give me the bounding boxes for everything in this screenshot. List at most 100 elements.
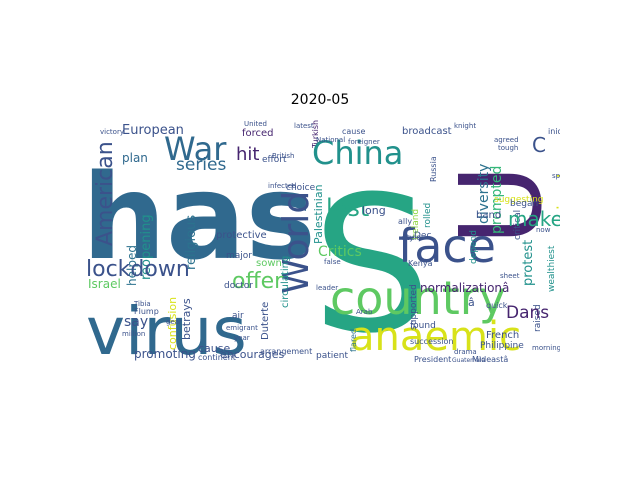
word-prompted: prompted — [489, 166, 505, 234]
word-reopening: reopening — [139, 214, 154, 280]
word-succession: succession — [410, 337, 453, 346]
word-ireland: Ireland — [411, 209, 421, 240]
word-flared: flared — [349, 329, 358, 352]
word-sown: sown — [256, 258, 282, 269]
word-british: British — [272, 152, 294, 160]
word-european: European — [122, 123, 184, 138]
word-dans: Dans — [506, 303, 549, 323]
word-duterte: Duterte — [260, 302, 271, 340]
word-offer: offer — [232, 269, 284, 294]
word-confusion: confusion — [166, 297, 179, 350]
word-helped: helped — [125, 245, 139, 286]
word-protest: protest — [521, 240, 536, 286]
word-russia: Russia — [429, 156, 438, 182]
word-ally: ally — [398, 217, 412, 226]
word-arrangement: arrangement — [260, 347, 312, 356]
word-effort: effort — [262, 155, 287, 165]
word-tibia: Tibia — [133, 300, 151, 308]
word-band: band — [476, 210, 501, 221]
word-french: French — [486, 330, 519, 341]
word-philippine: Philippine — [480, 341, 524, 351]
word-style: style — [402, 233, 421, 242]
word-flump: Flump — [134, 307, 159, 316]
word-series: series — [176, 155, 226, 175]
word-foreigner: foreigner — [348, 138, 380, 146]
word-found: found — [410, 321, 436, 331]
word-quick: quick — [486, 301, 508, 310]
word-palestinian: Palestinian — [312, 184, 325, 244]
word-cause-small: cause — [342, 127, 366, 136]
word-forced: forced — [242, 128, 274, 139]
word-dec: Dec — [414, 231, 431, 241]
word-sheet: sheet — [500, 272, 520, 280]
word-iniquity: iniquity — [548, 127, 560, 136]
word-tough: tough — [498, 144, 518, 152]
word-circulating: circulating — [280, 256, 291, 308]
word-last: last — [326, 194, 369, 222]
chart-title: 2020-05 — [290, 92, 350, 108]
word-country: country — [330, 271, 506, 325]
word-normalization: normalizationâ — [420, 281, 509, 295]
word-religious: religious — [184, 215, 199, 270]
word-agreed: agreed — [494, 136, 519, 144]
word-choice: choice — [286, 183, 316, 193]
word-million: million — [122, 330, 145, 338]
word-supported: supported — [409, 284, 419, 330]
word-air: air — [232, 311, 244, 321]
word-victory: victory — [100, 128, 124, 136]
word-critics: Critics — [318, 244, 362, 260]
word-c: C — [532, 133, 546, 157]
word-national: National — [316, 136, 345, 144]
word-make: make — [508, 207, 560, 231]
word-a-hat: â — [468, 296, 475, 309]
word-depend: depend — [469, 230, 479, 264]
word-virus: virus — [86, 293, 247, 364]
word-morning: morning — [532, 344, 560, 352]
word-protective: protective — [216, 230, 267, 241]
word-lockdown: lockdown — [86, 257, 190, 282]
word-dramatic: drama — [454, 348, 477, 356]
word-cause: cause — [198, 342, 230, 355]
word-has: has — [82, 148, 316, 286]
word-broadcast: broadcast — [402, 126, 452, 137]
word-diversity: diversity — [476, 164, 492, 224]
word-wealthiest: wealthiest — [547, 245, 557, 292]
word-praised: praised — [554, 173, 560, 240]
word-u: U — [437, 164, 560, 246]
word-american: American — [93, 141, 118, 246]
word-arab: Arab — [356, 308, 373, 316]
word-knight: knight — [454, 122, 476, 130]
word-continent: continent — [198, 353, 236, 362]
word-say: say — [124, 314, 148, 330]
word-leader: leader — [316, 284, 338, 292]
word-rolled: rolled — [423, 203, 433, 228]
word-mideast: Mideastâ — [472, 355, 508, 364]
word-doctor: doctor — [224, 281, 253, 291]
word-plan: plan — [122, 151, 148, 165]
word-turkish: Turkish — [311, 120, 320, 149]
word-emigrant: emigrant — [226, 324, 258, 332]
word-president: President — [414, 355, 451, 364]
word-world: World — [276, 191, 317, 294]
word-major: major — [226, 251, 252, 261]
word-suggesting: suggesting — [494, 195, 544, 205]
word-latest: latest — [294, 122, 314, 130]
word-raised: raised — [533, 304, 543, 332]
word-hit: hit — [236, 144, 259, 165]
word-israel: Israel — [88, 277, 121, 291]
word-year: year — [234, 334, 250, 342]
word-gear: gear — [166, 318, 182, 326]
word-now: now — [536, 226, 551, 234]
word-anaemic: anaemic — [350, 314, 521, 360]
word-betrays: betrays — [180, 298, 193, 340]
word-false: false — [324, 258, 341, 266]
word-war: War — [164, 130, 227, 168]
word-spur: spur — [552, 172, 560, 180]
word-china: China — [312, 134, 403, 172]
word-united: United — [244, 120, 267, 128]
word-face: face — [398, 219, 496, 273]
word-patient: patient — [316, 351, 348, 361]
word-promoting: promoting — [134, 347, 196, 361]
word-critical: critical — [513, 210, 523, 240]
word-began: began — [510, 199, 538, 209]
